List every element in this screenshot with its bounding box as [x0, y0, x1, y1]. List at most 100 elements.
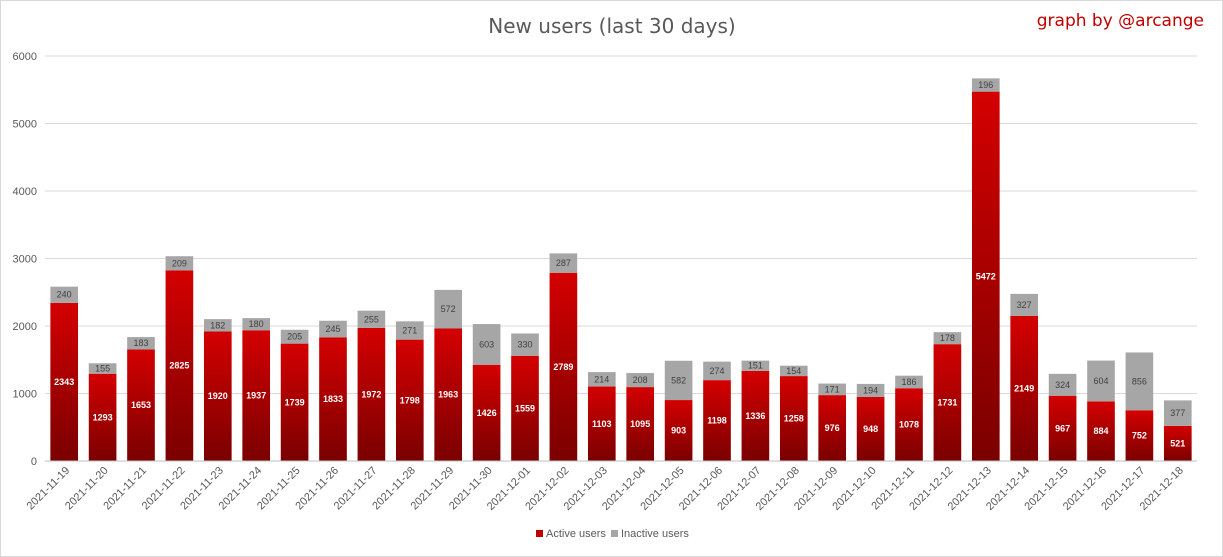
data-label-active: 2343 — [54, 377, 74, 387]
data-label-inactive: 155 — [95, 363, 110, 373]
bar-active — [165, 270, 194, 461]
data-label-active: 1198 — [707, 416, 727, 426]
data-label-inactive: 603 — [479, 339, 494, 349]
y-tick-label: 4000 — [13, 186, 37, 198]
data-label-inactive: 154 — [786, 366, 801, 376]
bar-inactive — [971, 78, 1000, 92]
bar-active — [1163, 425, 1192, 461]
data-label-inactive: 182 — [210, 320, 225, 330]
data-label-inactive: 214 — [594, 374, 609, 384]
bar-inactive — [357, 310, 386, 328]
bar-active — [88, 373, 117, 461]
data-label-inactive: 240 — [57, 290, 72, 300]
data-label-inactive: 205 — [287, 332, 302, 342]
bar-inactive — [1087, 360, 1115, 402]
data-label-inactive: 178 — [940, 333, 955, 343]
data-label-active: 1833 — [323, 394, 343, 404]
data-label-active: 976 — [825, 423, 840, 433]
bar-inactive — [127, 337, 155, 350]
bar-active — [1010, 315, 1039, 461]
bar-active — [511, 355, 539, 461]
data-label-active: 1095 — [630, 419, 650, 429]
data-label-active: 948 — [863, 424, 878, 434]
data-label-active: 1258 — [784, 414, 804, 424]
data-label-inactive: 171 — [825, 384, 840, 394]
legend-swatch — [536, 530, 543, 537]
data-label-active: 521 — [1170, 438, 1185, 448]
bar-active — [395, 339, 424, 461]
bar-active — [50, 302, 79, 461]
bar-inactive — [165, 256, 194, 271]
data-label-inactive: 208 — [633, 375, 648, 385]
data-label-inactive: 330 — [517, 340, 532, 350]
chart-title: New users (last 30 days) — [488, 14, 735, 38]
y-tick-label: 5000 — [13, 119, 37, 131]
bar-active — [1125, 410, 1154, 461]
bar-inactive — [511, 333, 539, 356]
bar-inactive — [280, 329, 309, 344]
bar-inactive — [933, 332, 962, 345]
bar-inactive — [664, 360, 693, 401]
bar-active — [741, 370, 770, 461]
data-label-inactive: 196 — [978, 80, 993, 90]
data-label-active: 1103 — [592, 419, 612, 429]
data-label-active: 752 — [1132, 431, 1147, 441]
bar-inactive — [895, 375, 923, 389]
bar-active — [203, 331, 232, 461]
data-label-inactive: 327 — [1017, 300, 1032, 310]
bar-active — [549, 272, 578, 461]
bar-inactive — [587, 372, 616, 387]
data-label-inactive: 271 — [402, 325, 417, 335]
bar-active — [242, 330, 271, 461]
bar-inactive — [741, 360, 770, 371]
data-label-active: 1559 — [515, 403, 535, 413]
bar-active — [703, 380, 731, 461]
bar-active — [319, 337, 347, 461]
data-label-inactive: 274 — [709, 366, 724, 376]
bar-active — [472, 364, 501, 461]
bar-active — [856, 397, 885, 461]
bar-inactive — [50, 286, 79, 303]
bar-inactive — [1125, 352, 1154, 411]
y-axis: 0 1000 2000 3000 4000 5000 6000 — [13, 51, 37, 468]
data-label-active: 1336 — [745, 411, 765, 421]
bar-inactive — [395, 321, 424, 340]
data-label-active: 2789 — [553, 362, 573, 372]
bar-inactive — [549, 253, 578, 273]
y-tick-label: 3000 — [13, 254, 37, 266]
data-label-active: 1739 — [285, 397, 305, 407]
gridlines — [45, 55, 1197, 462]
bar-inactive — [434, 289, 463, 329]
data-label-active: 1293 — [93, 412, 113, 422]
bar-active — [357, 327, 386, 461]
data-label-active: 1078 — [899, 420, 919, 430]
bar-active — [280, 343, 309, 461]
data-label-inactive: 287 — [556, 258, 571, 268]
bar-active — [434, 328, 463, 461]
data-label-active: 5472 — [976, 271, 996, 281]
data-label-active: 1798 — [400, 395, 420, 405]
data-label-active: 903 — [671, 426, 686, 436]
bar-inactive — [472, 324, 501, 365]
bar-active — [664, 400, 693, 461]
y-tick-label: 2000 — [13, 321, 37, 333]
data-label-active: 1963 — [438, 390, 458, 400]
data-label-inactive: 604 — [1093, 376, 1108, 386]
bar-active — [933, 344, 962, 461]
x-axis: 2021-11-192021-11-202021-11-212021-11-22… — [25, 460, 1197, 513]
bar-active — [626, 387, 655, 461]
chart-credit: graph by @arcange — [1037, 11, 1204, 31]
legend-label: Active users — [546, 528, 606, 540]
bar-active — [818, 395, 847, 461]
data-label-inactive: 572 — [441, 304, 456, 314]
data-label-inactive: 209 — [172, 258, 187, 268]
bar-inactive — [856, 383, 885, 398]
data-label-active: 1653 — [131, 400, 151, 410]
data-label-inactive: 245 — [325, 324, 340, 334]
data-label-inactive: 194 — [863, 385, 878, 395]
data-label-inactive: 151 — [748, 361, 763, 371]
bar-inactive — [818, 383, 847, 396]
bar-inactive — [88, 363, 117, 374]
data-label-inactive: 180 — [249, 319, 264, 329]
